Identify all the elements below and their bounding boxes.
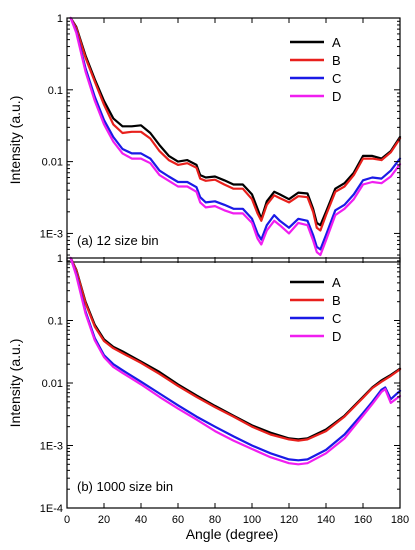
x-tick-label-b-60: 60 [172, 514, 184, 526]
series-line-b-B [69, 256, 402, 442]
legend-label-a-D: D [332, 89, 341, 104]
y-tick-label-a-0: 1 [57, 13, 63, 25]
series-line-a-D [69, 16, 402, 257]
y-tick-label-b-2: 0.01 [42, 378, 63, 390]
legend-label-a-C: C [332, 71, 341, 86]
x-tick-label-b-0: 0 [64, 514, 70, 526]
x-tick-label-b-20: 20 [98, 514, 110, 526]
x-tick-label-b-160: 160 [354, 514, 372, 526]
panel-label-a: (a) 12 size bin [77, 233, 159, 248]
x-axis-label: Angle (degree) [186, 526, 279, 542]
y-tick-label-b-1: 0.1 [48, 316, 63, 328]
plot-frame-b [66, 257, 401, 509]
x-tick-label-b-100: 100 [243, 514, 261, 526]
x-tick-label-b-40: 40 [135, 514, 147, 526]
y-tick-label-a-3: 1E-3 [40, 228, 63, 240]
legend-label-b-A: A [332, 275, 341, 290]
y-tick-label-b-3: 1E-3 [40, 441, 63, 453]
series-line-a-C [69, 16, 402, 251]
panel-a: 1 0.1 0.01 1E-3 Intensity (a.u.) (a) 12 size … [7, 13, 402, 263]
y-axis-label-b: Intensity (a.u.) [7, 339, 23, 428]
legend-label-a-A: A [332, 35, 341, 50]
x-tick-label-b-180: 180 [391, 514, 409, 526]
legend-label-b-C: C [332, 311, 341, 326]
y-tick-label-a-2: 0.01 [42, 157, 63, 169]
legend-label-b-B: B [332, 293, 341, 308]
series-line-a-A [69, 16, 402, 227]
series-line-b-D [69, 256, 402, 466]
legend-label-a-B: B [332, 53, 341, 68]
x-tick-label-b-140: 140 [317, 514, 335, 526]
series-line-b-A [69, 256, 402, 441]
legend-label-b-D: D [332, 329, 341, 344]
x-tick-label-b-80: 80 [209, 514, 221, 526]
panel-label-b: (b) 1000 size bin [77, 479, 173, 494]
y-tick-label-b-4: 1E-4 [40, 503, 63, 515]
series-line-b-C [69, 256, 402, 462]
panel-b: 0 20 40 60 80 100 120 140 160 180 1 0.1 0.01 1E-3 1E-4… [7, 253, 409, 526]
y-tick-label-a-1: 0.1 [48, 85, 63, 97]
y-tick-label-b-0: 1 [57, 253, 63, 265]
x-tick-label-b-120: 120 [280, 514, 298, 526]
y-axis-label-a: Intensity (a.u.) [7, 96, 23, 185]
series-line-a-B [69, 16, 402, 232]
